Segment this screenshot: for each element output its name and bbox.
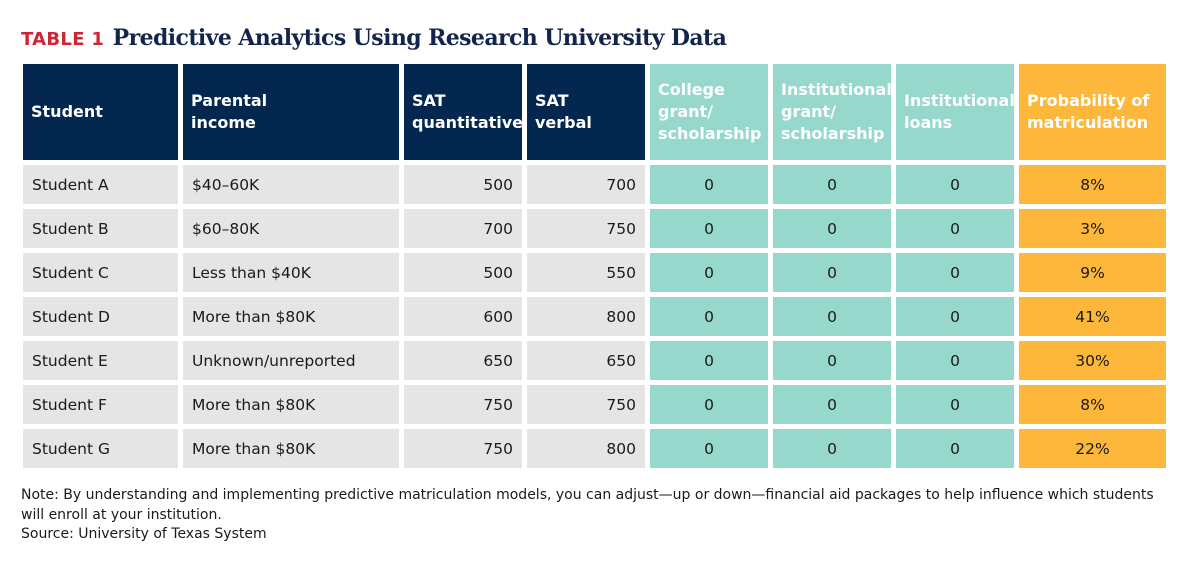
- table-row: Student B $60–80K 700 750 0 0 0 3%: [23, 209, 1166, 248]
- cell-student: Student D: [23, 297, 178, 336]
- cell-sat-quantitative: 650: [404, 341, 522, 380]
- cell-sat-verbal: 750: [527, 209, 645, 248]
- table-footnote: Note: By understanding and implementing …: [21, 486, 1181, 545]
- table-row: Student F More than $80K 750 750 0 0 0 8…: [23, 385, 1166, 424]
- table-title: TABLE 1 Predictive Analytics Using Resea…: [21, 22, 727, 54]
- cell-institutional-grant: 0: [773, 297, 891, 336]
- table-row: Student C Less than $40K 500 550 0 0 0 9…: [23, 253, 1166, 292]
- cell-institutional-loans: 0: [896, 341, 1014, 380]
- cell-institutional-loans: 0: [896, 209, 1014, 248]
- cell-institutional-grant: 0: [773, 341, 891, 380]
- cell-sat-quantitative: 700: [404, 209, 522, 248]
- table-row: Student A $40–60K 500 700 0 0 0 8%: [23, 165, 1166, 204]
- cell-parental-income: More than $80K: [183, 297, 399, 336]
- cell-sat-quantitative: 500: [404, 165, 522, 204]
- cell-institutional-grant: 0: [773, 253, 891, 292]
- cell-parental-income: $40–60K: [183, 165, 399, 204]
- cell-parental-income: More than $80K: [183, 385, 399, 424]
- header-institutional-loans: Institutional loans: [896, 64, 1015, 160]
- cell-parental-income: More than $80K: [183, 429, 399, 468]
- cell-sat-quantitative: 750: [404, 385, 522, 424]
- cell-college-grant: 0: [650, 165, 768, 204]
- cell-sat-verbal: 550: [527, 253, 645, 292]
- table-title-text: Predictive Analytics Using Research Univ…: [112, 25, 727, 51]
- cell-institutional-loans: 0: [896, 253, 1014, 292]
- header-college-grant: College grant/ scholarship: [650, 64, 768, 160]
- header-student: Student: [23, 64, 178, 160]
- cell-institutional-grant: 0: [773, 385, 891, 424]
- table-row: Student D More than $80K 600 800 0 0 0 4…: [23, 297, 1166, 336]
- cell-sat-verbal: 800: [527, 297, 645, 336]
- cell-probability: 8%: [1019, 385, 1166, 424]
- cell-institutional-loans: 0: [896, 385, 1014, 424]
- cell-student: Student E: [23, 341, 178, 380]
- cell-college-grant: 0: [650, 253, 768, 292]
- cell-parental-income: Unknown/unreported: [183, 341, 399, 380]
- cell-parental-income: $60–80K: [183, 209, 399, 248]
- cell-institutional-grant: 0: [773, 165, 891, 204]
- cell-college-grant: 0: [650, 209, 768, 248]
- cell-institutional-grant: 0: [773, 429, 891, 468]
- cell-sat-verbal: 700: [527, 165, 645, 204]
- cell-institutional-loans: 0: [896, 165, 1014, 204]
- cell-student: Student A: [23, 165, 178, 204]
- cell-sat-verbal: 800: [527, 429, 645, 468]
- cell-student: Student G: [23, 429, 178, 468]
- header-parental-income: Parental income: [183, 64, 399, 160]
- cell-probability: 30%: [1019, 341, 1166, 380]
- cell-institutional-grant: 0: [773, 209, 891, 248]
- cell-sat-verbal: 750: [527, 385, 645, 424]
- cell-student: Student C: [23, 253, 178, 292]
- header-probability: Probability of matriculation: [1019, 64, 1166, 160]
- cell-college-grant: 0: [650, 429, 768, 468]
- cell-probability: 8%: [1019, 165, 1166, 204]
- header-sat-verbal: SAT verbal: [527, 64, 645, 160]
- cell-probability: 9%: [1019, 253, 1166, 292]
- header-row: Student Parental income SAT quantitative…: [23, 64, 1166, 160]
- cell-probability: 3%: [1019, 209, 1166, 248]
- source-text: Source: University of Texas System: [21, 526, 267, 542]
- cell-student: Student F: [23, 385, 178, 424]
- cell-college-grant: 0: [650, 385, 768, 424]
- cell-sat-verbal: 650: [527, 341, 645, 380]
- cell-college-grant: 0: [650, 341, 768, 380]
- cell-sat-quantitative: 500: [404, 253, 522, 292]
- cell-institutional-loans: 0: [896, 429, 1014, 468]
- cell-sat-quantitative: 600: [404, 297, 522, 336]
- table-row: Student G More than $80K 750 800 0 0 0 2…: [23, 429, 1166, 468]
- cell-probability: 41%: [1019, 297, 1166, 336]
- cell-probability: 22%: [1019, 429, 1166, 468]
- cell-institutional-loans: 0: [896, 297, 1014, 336]
- header-institutional-grant: Institutional grant/ scholarship: [773, 64, 892, 160]
- predictive-analytics-table: Student Parental income SAT quantitative…: [18, 59, 1171, 473]
- cell-college-grant: 0: [650, 297, 768, 336]
- header-sat-quantitative: SAT quantitative: [404, 64, 523, 160]
- cell-parental-income: Less than $40K: [183, 253, 399, 292]
- cell-sat-quantitative: 750: [404, 429, 522, 468]
- cell-student: Student B: [23, 209, 178, 248]
- note-text: Note: By understanding and implementing …: [21, 487, 1154, 523]
- table-number-label: TABLE 1: [21, 29, 105, 50]
- table-row: Student E Unknown/unreported 650 650 0 0…: [23, 341, 1166, 380]
